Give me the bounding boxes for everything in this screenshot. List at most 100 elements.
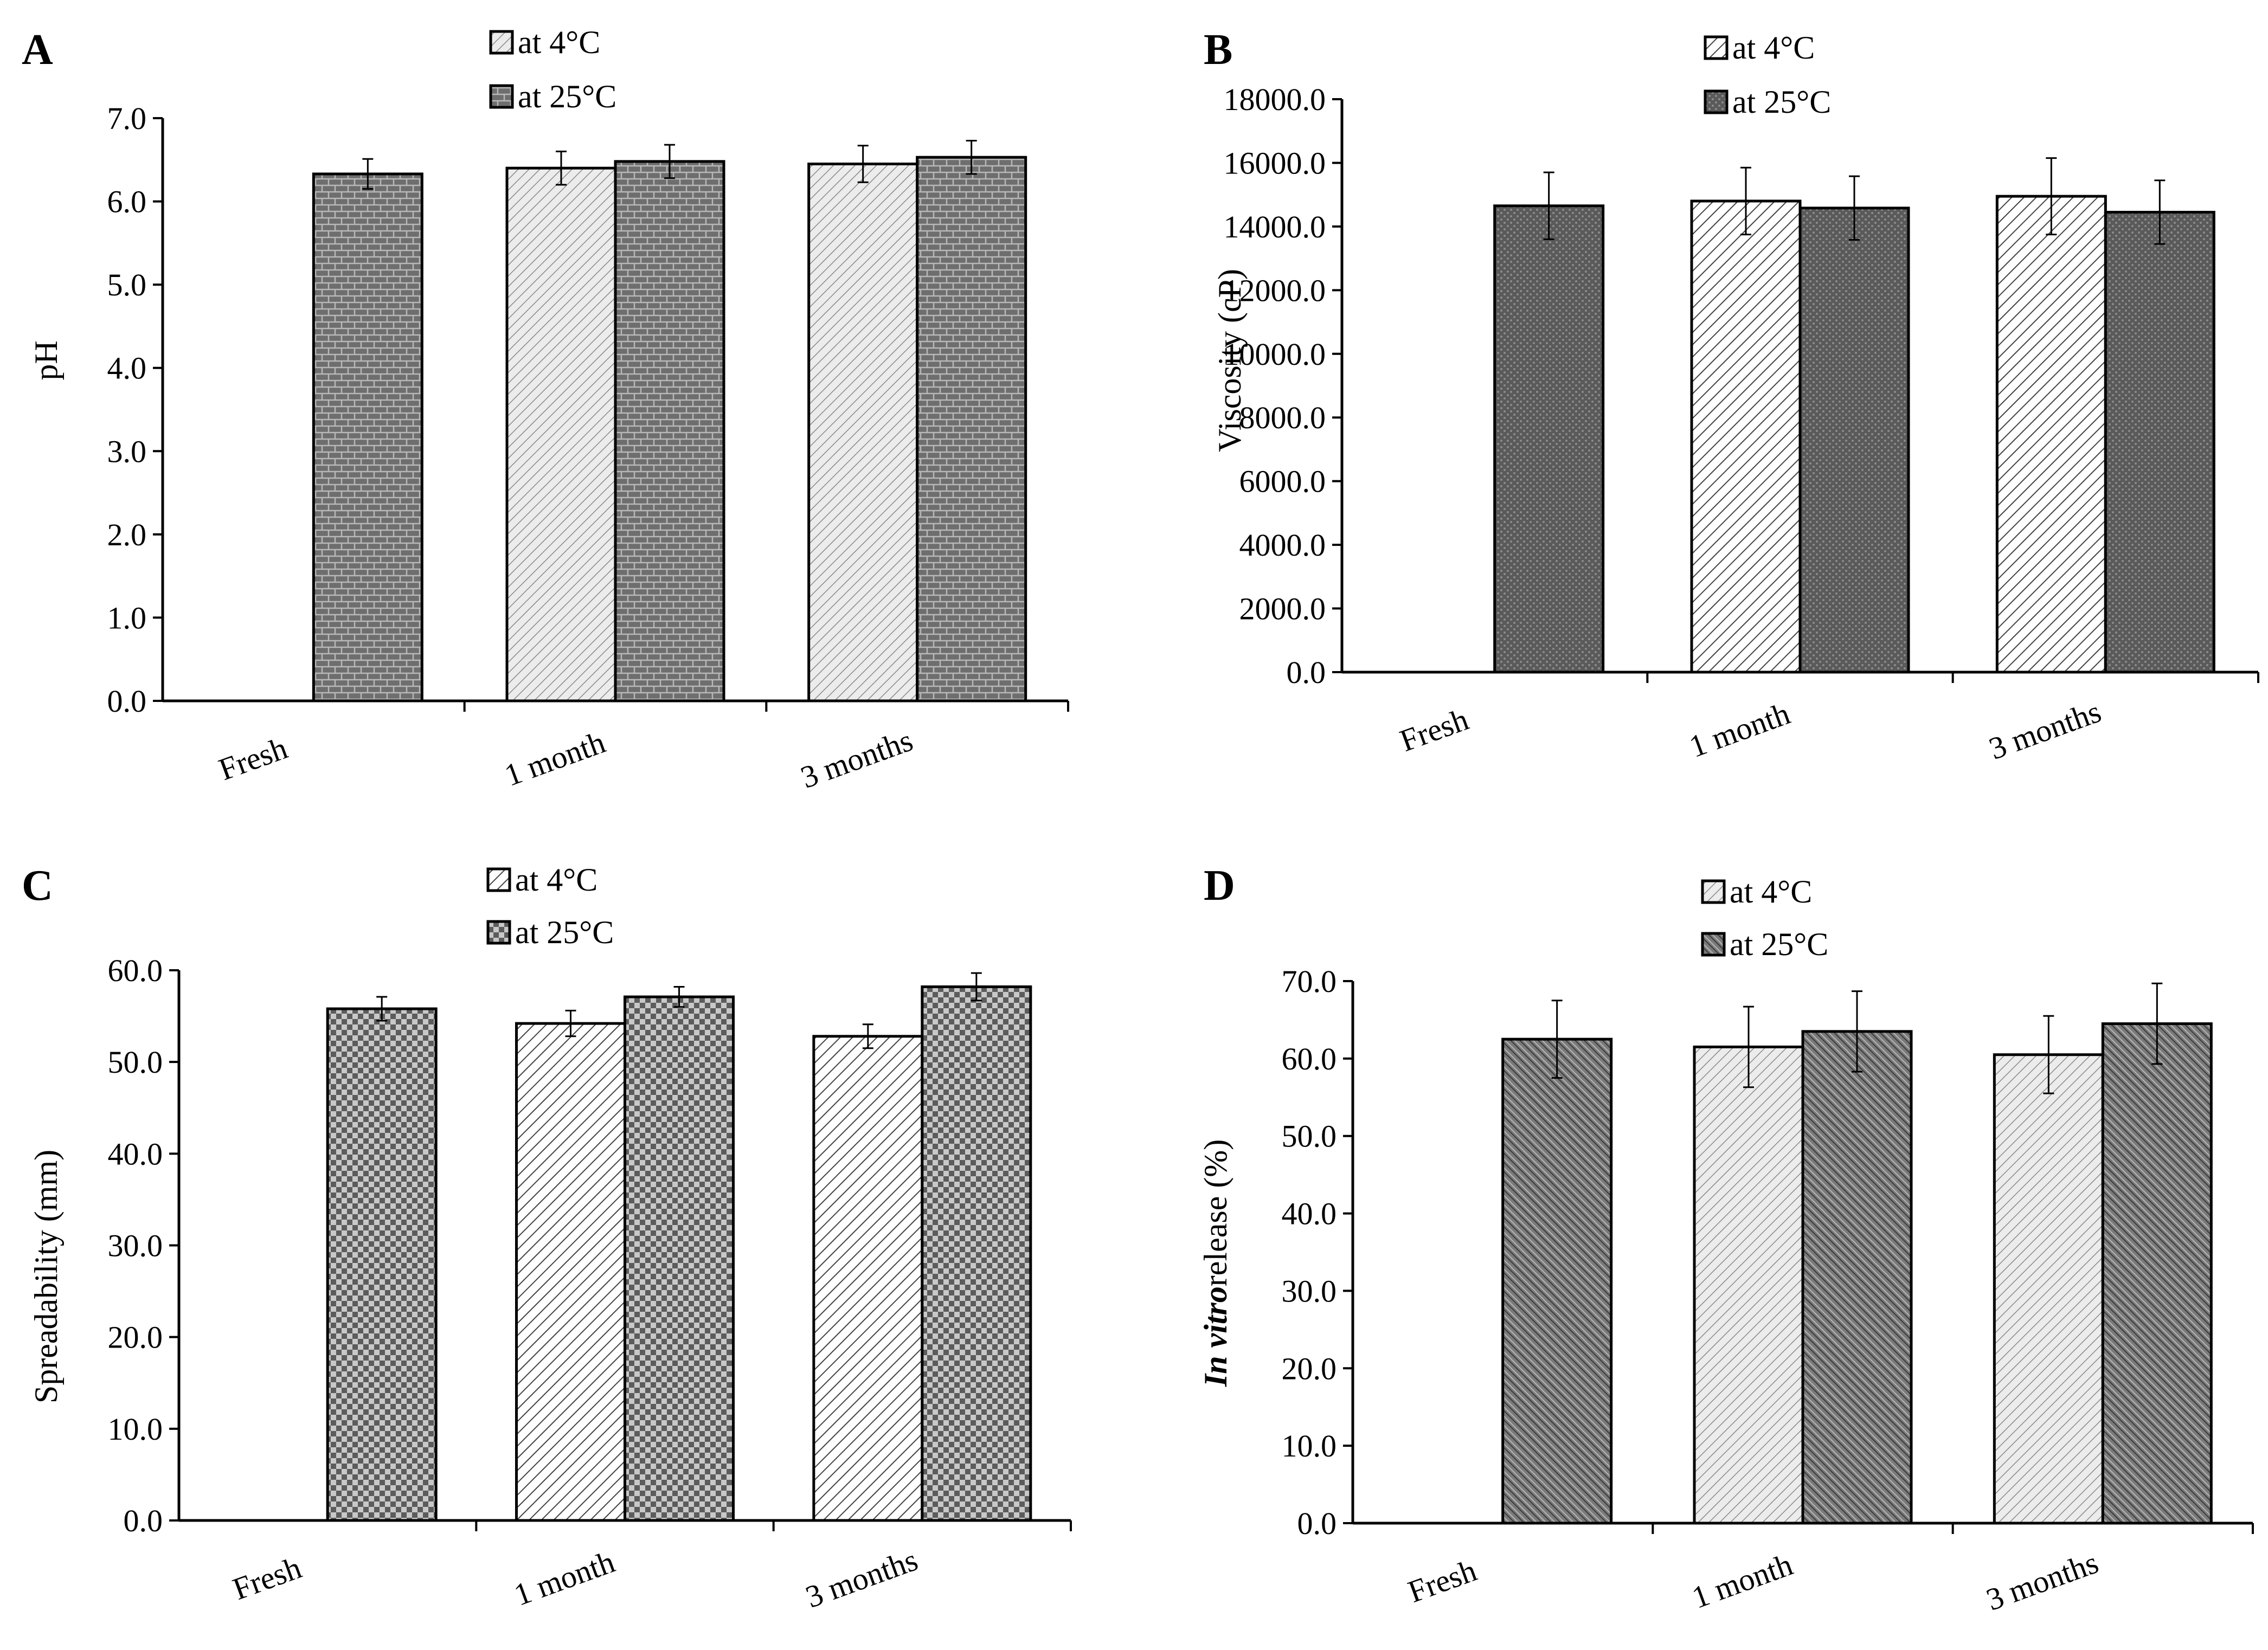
x-tick-label: 3 months xyxy=(1982,1544,2103,1617)
bar xyxy=(624,995,735,1522)
y-tick-label: 12000.0 xyxy=(1224,273,1326,308)
error-bar xyxy=(1743,1006,1754,1088)
y-tick-label: 30.0 xyxy=(108,1228,163,1264)
y-tick-label: 7.0 xyxy=(107,101,147,136)
panel-label: D xyxy=(1204,862,1235,910)
error-bar xyxy=(857,145,869,183)
plot-area: 0.0 10.0 20.0 30.0 40.0 50.0 60.0 Fresh 1 month 3… xyxy=(108,953,1072,1615)
error-bar xyxy=(2046,157,2057,236)
bar xyxy=(1798,207,1910,674)
y-tick-label: 16000.0 xyxy=(1224,145,1326,181)
error-bar xyxy=(971,972,982,1002)
y-tick-label: 18000.0 xyxy=(1224,82,1326,117)
y-tick-label: 6.0 xyxy=(107,184,147,220)
panel-label: C xyxy=(22,862,53,910)
legend-swatch-25c xyxy=(1704,89,1729,114)
bar xyxy=(1993,1053,2104,1525)
x-tick-label: 1 month xyxy=(1687,1546,1797,1615)
legend: at 4°C at 25°C xyxy=(489,24,616,114)
panel-d: D at 4°C at 25°C In vitrorelease (%) 0.0… xyxy=(1198,862,2254,1617)
x-tick-label: 3 months xyxy=(801,1542,922,1614)
bar xyxy=(807,162,919,702)
legend-swatch-4c xyxy=(489,30,514,55)
legend-swatch-4c xyxy=(1704,35,1729,60)
y-tick-label: 2000.0 xyxy=(1239,591,1326,627)
error-bar xyxy=(1543,171,1554,240)
error-bar xyxy=(862,1023,873,1049)
y-axis-title: Viscosity (cP) xyxy=(1212,269,1248,452)
panel-c: C at 4°C at 25°C Spreadability (mm) 0.0 1… xyxy=(22,862,1072,1615)
legend-swatch-4c xyxy=(486,867,511,892)
y-tick-label: 60.0 xyxy=(108,953,163,988)
x-tick-label: 1 month xyxy=(510,1544,619,1613)
y-tick-label: 50.0 xyxy=(1282,1119,1337,1154)
error-bar xyxy=(966,139,977,175)
legend-label-25c: at 25°C xyxy=(1732,84,1831,120)
y-tick-label: 20.0 xyxy=(108,1320,163,1355)
error-bar xyxy=(565,1009,576,1037)
y-tick-label: 10.0 xyxy=(108,1411,163,1447)
y-tick-label: 3.0 xyxy=(107,434,147,469)
error-bar xyxy=(1849,175,1860,241)
bar xyxy=(312,172,423,702)
bar xyxy=(812,1035,924,1522)
error-bar xyxy=(376,996,388,1022)
y-tick-label: 0.0 xyxy=(124,1503,163,1538)
legend-label-4c: at 4°C xyxy=(1732,30,1815,66)
x-tick-label: 3 months xyxy=(1984,693,2106,766)
bar xyxy=(1995,195,2107,674)
y-tick-label: 2.0 xyxy=(107,517,147,552)
legend-label-4c: at 4°C xyxy=(515,862,597,898)
panel-a: A at 4°C at 25°C pH 0.0 1.0 2.0 3.0 4.0 5.0 6.… xyxy=(22,24,1069,795)
legend-label-25c: at 25°C xyxy=(518,79,616,114)
y-tick-label: 14000.0 xyxy=(1224,209,1326,244)
y-tick-label: 10000.0 xyxy=(1224,337,1326,372)
panel-label: A xyxy=(22,26,53,74)
x-tick-label: 1 month xyxy=(1685,695,1794,764)
bar xyxy=(1493,204,1605,674)
legend-label-4c: at 4°C xyxy=(518,24,600,60)
y-tick-label: 40.0 xyxy=(108,1136,163,1171)
y-tick-label: 60.0 xyxy=(1282,1041,1337,1077)
x-tick-label: Fresh xyxy=(1403,1552,1481,1609)
bar xyxy=(515,1022,626,1522)
y-tick-label: 5.0 xyxy=(107,267,147,302)
error-bar xyxy=(673,985,685,1008)
bar xyxy=(326,1007,438,1522)
x-tick-label: Fresh xyxy=(228,1550,306,1607)
plot-area: 0.0 1.0 2.0 3.0 4.0 5.0 6.0 7.0 Fresh 1 month 3 mo… xyxy=(107,101,1069,795)
bar xyxy=(2101,1022,2213,1525)
bar xyxy=(1693,1045,1804,1525)
legend-swatch-4c xyxy=(1701,879,1726,904)
bar xyxy=(505,166,617,702)
plot-area: 0.0 2000.0 4000.0 6000.0 8000.0 10000.0 12000.… xyxy=(1224,82,2259,766)
y-tick-label: 6000.0 xyxy=(1239,464,1326,499)
legend: at 4°C at 25°C xyxy=(486,862,614,950)
y-tick-label: 50.0 xyxy=(108,1045,163,1080)
x-tick-label: Fresh xyxy=(214,730,292,787)
y-tick-label: 0.0 xyxy=(107,684,147,719)
legend-swatch-25c xyxy=(1701,932,1726,957)
y-axis-title: Spreadability (mm) xyxy=(28,1150,64,1403)
bar xyxy=(916,156,1027,702)
panel-label: B xyxy=(1204,26,1232,74)
panel-b: B at 4°C at 25°C Viscosity (cP) 0.0 2000.… xyxy=(1204,26,2259,766)
bar xyxy=(1501,1037,1613,1525)
y-tick-label: 20.0 xyxy=(1282,1351,1337,1386)
bar xyxy=(1690,199,1802,674)
x-tick-label: 1 month xyxy=(500,724,609,793)
legend: at 4°C at 25°C xyxy=(1701,874,1828,962)
y-tick-label: 1.0 xyxy=(107,600,147,635)
error-bar xyxy=(1551,1000,1563,1079)
y-axis-title: pH xyxy=(28,340,64,380)
legend: at 4°C at 25°C xyxy=(1704,30,1831,120)
legend-label-25c: at 25°C xyxy=(515,914,614,950)
y-tick-label: 8000.0 xyxy=(1239,400,1326,435)
bar xyxy=(2104,210,2215,674)
y-tick-label: 0.0 xyxy=(1297,1506,1337,1541)
bar xyxy=(614,160,725,702)
legend-swatch-25c xyxy=(486,920,511,945)
legend-swatch-25c xyxy=(489,84,514,109)
x-tick-label: Fresh xyxy=(1395,701,1473,758)
legend-label-25c: at 25°C xyxy=(1730,926,1828,962)
